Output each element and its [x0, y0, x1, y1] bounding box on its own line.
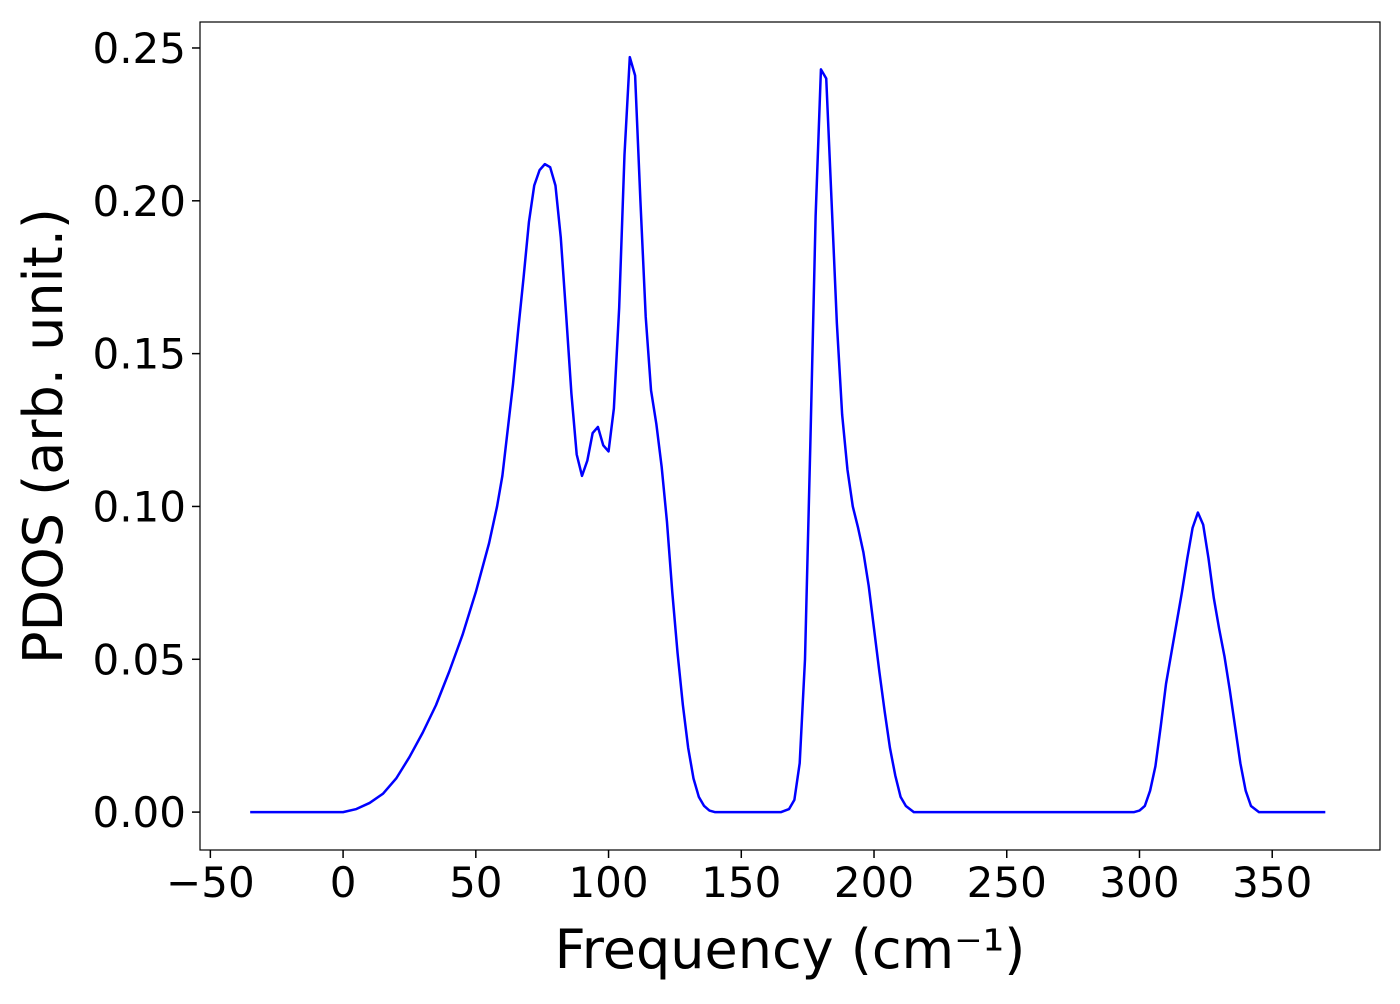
y-tick-label: 0.00	[92, 788, 186, 837]
x-tick-label: 150	[701, 858, 781, 907]
y-tick-label: 0.15	[92, 330, 186, 379]
x-tick-label: 0	[330, 858, 357, 907]
x-tick-label: −50	[166, 858, 255, 907]
x-tick-label: 200	[834, 858, 914, 907]
y-tick-label: 0.20	[92, 177, 186, 226]
x-tick-label: 300	[1099, 858, 1179, 907]
y-tick-label: 0.10	[92, 482, 186, 531]
plot-frame	[199, 21, 1381, 851]
x-tick-label: 100	[568, 858, 648, 907]
y-tick-label: 0.05	[92, 635, 186, 684]
x-tick-label: 250	[967, 858, 1047, 907]
x-axis-label: Frequency (cm⁻¹)	[555, 918, 1026, 981]
x-tick-label: 50	[449, 858, 502, 907]
data-line	[250, 55, 1326, 814]
x-tick-label: 350	[1232, 858, 1312, 907]
y-axis-label: PDOS (arb. unit.)	[12, 208, 75, 664]
y-tick-label: 0.25	[92, 24, 186, 73]
